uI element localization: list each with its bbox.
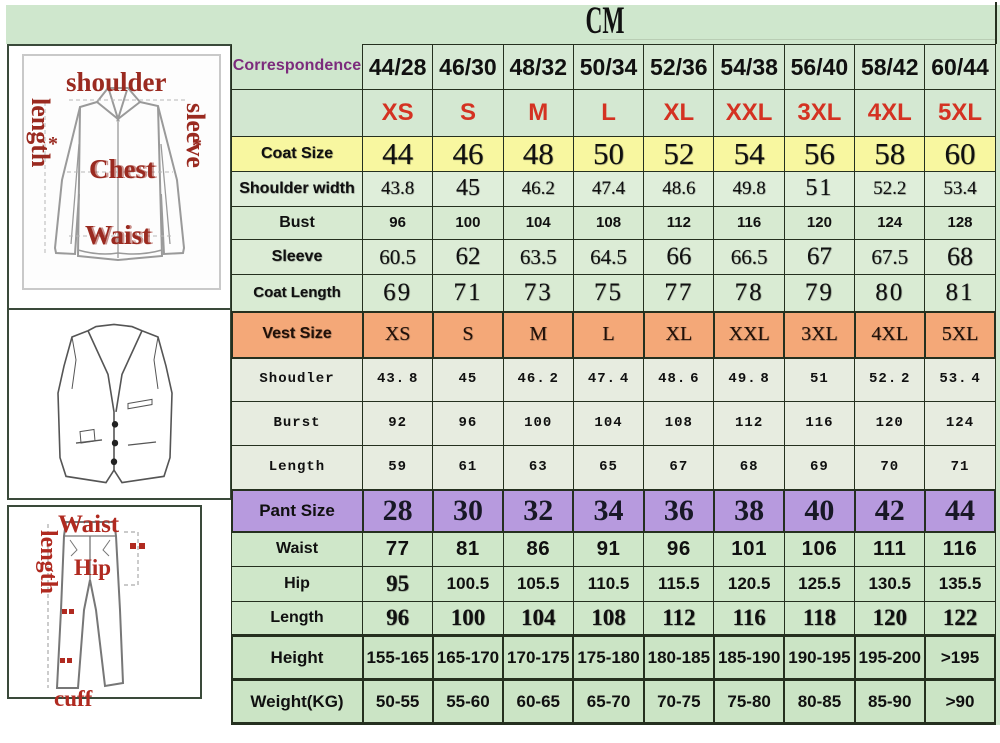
svg-text:Hip: Hip — [74, 555, 111, 580]
svg-text:*: * — [192, 135, 202, 157]
svg-text:*: * — [48, 133, 58, 155]
svg-text:Waist: Waist — [85, 220, 151, 250]
svg-text:Waist: Waist — [58, 511, 120, 538]
svg-text:length: length — [35, 530, 61, 594]
svg-text:Chest: Chest — [89, 154, 155, 184]
svg-text:cuff: cuff — [54, 686, 93, 711]
svg-text:sleeve: sleeve — [181, 103, 210, 168]
svg-text:length: length — [26, 98, 55, 168]
svg-text:shoulder: shoulder — [66, 67, 167, 97]
